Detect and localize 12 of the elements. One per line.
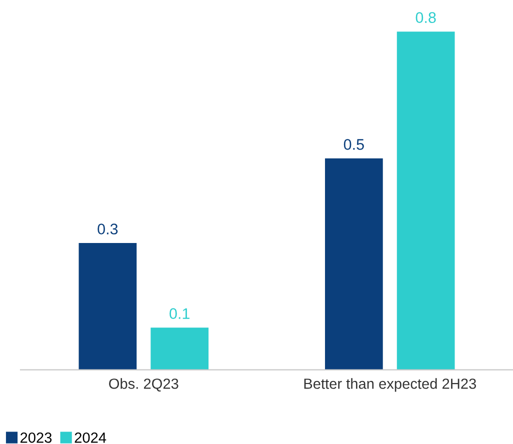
legend-label: 2023 [20,432,52,443]
bar [78,242,137,370]
data-label: 0.1 [170,308,190,319]
data-label: 0.3 [98,224,118,234]
data-label: 0.5 [344,139,364,150]
legend-label: 2024 [74,432,106,443]
data-label: 0.8 [416,12,436,23]
bar [150,328,209,370]
bar [396,32,455,370]
x-tick-label: Better than expected 2H23 [304,378,476,392]
bar [324,158,383,370]
x-tick-label: Obs. 2Q23 [109,378,178,392]
